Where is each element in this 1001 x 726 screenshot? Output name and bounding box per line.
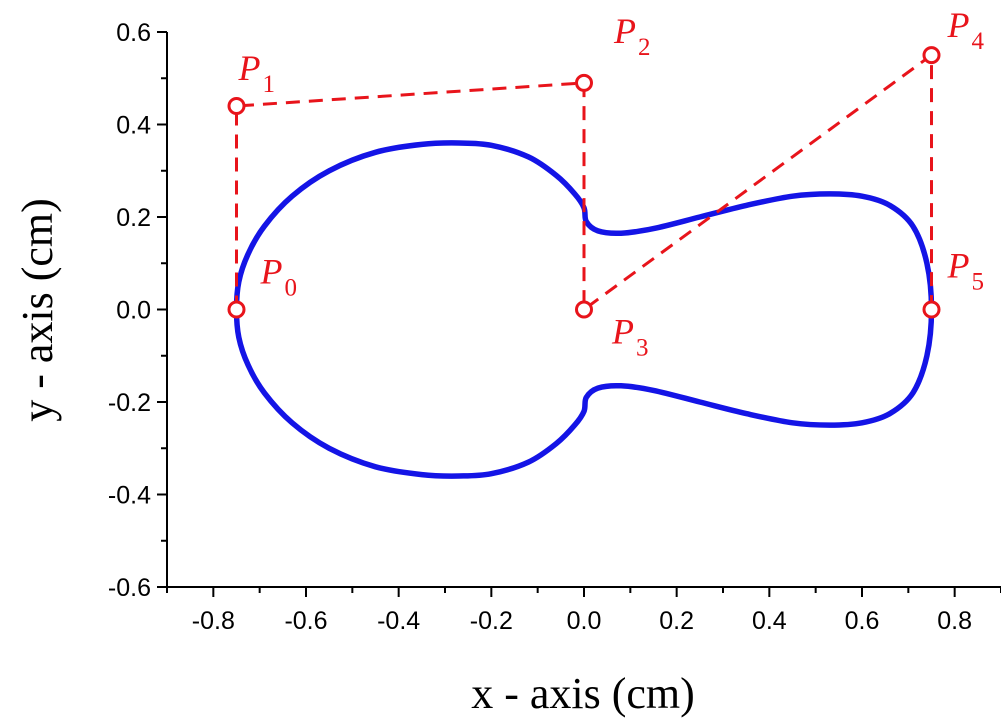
point-subscript: 4	[972, 28, 985, 55]
control-point	[227, 97, 246, 115]
x-tick-label: 0.8	[937, 607, 972, 635]
point-letter: P	[611, 312, 634, 352]
y-tick-label: -0.4	[108, 482, 151, 510]
control-point-label: P0	[260, 252, 298, 302]
y-tick-label: 0.6	[116, 19, 151, 47]
x-tick-label: 0.4	[752, 607, 787, 635]
control-point-label: P2	[613, 11, 651, 61]
point-letter: P	[947, 246, 970, 286]
x-axis-title: x - axis (cm)	[471, 669, 695, 718]
control-point	[575, 73, 593, 92]
x-tick-label: 0.2	[659, 607, 694, 635]
control-point	[922, 300, 941, 319]
x-tick-label: 0.0	[567, 607, 602, 635]
control-point-label: P3	[611, 312, 649, 362]
x-tick-label: -0.4	[377, 607, 420, 635]
point-letter: P	[260, 252, 283, 292]
y-tick-label: -0.2	[108, 389, 151, 417]
y-tick-label: 0.0	[116, 297, 151, 325]
point-subscript: 3	[636, 335, 649, 362]
y-axis-title: y - axis (cm)	[13, 198, 62, 422]
control-point	[922, 46, 941, 65]
point-subscript: 2	[638, 34, 651, 61]
control-polygon	[235, 52, 933, 313]
x-tick-label: 0.6	[845, 607, 880, 635]
x-tick-label: -0.6	[284, 607, 327, 635]
control-point	[227, 300, 246, 319]
point-letter: P	[613, 11, 636, 51]
point-subscript: 0	[285, 275, 298, 302]
point-subscript: 5	[972, 269, 985, 296]
control-point-label: P5	[947, 246, 985, 296]
y-tick-label: -0.6	[108, 574, 151, 602]
x-tick-label: -0.2	[470, 607, 513, 635]
point-letter: P	[238, 48, 261, 88]
x-tick-label: -0.8	[192, 607, 235, 635]
control-point-label: P4	[947, 5, 985, 55]
control-point	[575, 300, 593, 319]
y-tick-label: 0.4	[116, 112, 151, 140]
point-subscript: 1	[263, 71, 276, 98]
y-tick-label: 0.2	[116, 204, 151, 232]
axes: -0.8 -0.6 -0.4 -0.2 0.0 0.2 0.4 0.6 0.8 -0.6 -0.4 -…	[108, 19, 1001, 635]
control-point-label: P1	[238, 48, 276, 98]
point-letter: P	[947, 5, 970, 45]
